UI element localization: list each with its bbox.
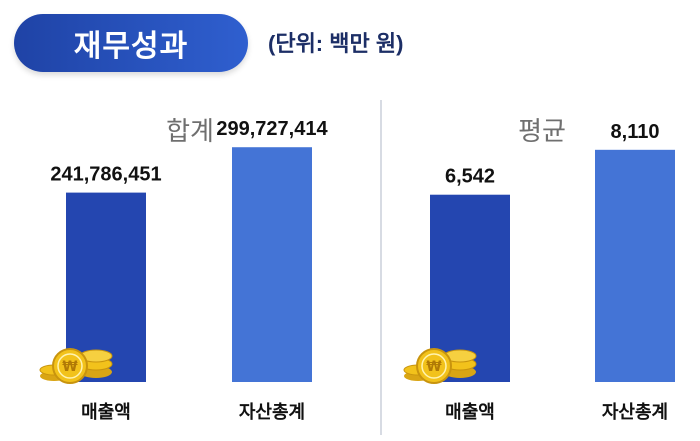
category-label-0-0: 매출액 (81, 402, 131, 422)
bar-0-0 (66, 192, 146, 382)
value-label-1-0: 6,542 (445, 166, 495, 188)
panel-title-1: 평균 (518, 116, 566, 146)
svg-text:₩: ₩ (62, 359, 78, 375)
coin-stack-icon: ₩ (403, 348, 477, 384)
value-label-1-1: 8,110 (611, 121, 660, 143)
svg-text:₩: ₩ (426, 359, 442, 375)
section-title: 재무성과 (73, 30, 189, 63)
panel-title-0: 합계 (166, 116, 214, 146)
category-label-0-1: 자산총계 (239, 402, 305, 422)
category-label-1-0: 매출액 (445, 402, 495, 422)
unit-note: (단위: 백만 원) (268, 31, 404, 56)
category-label-1-1: 자산총계 (602, 402, 668, 422)
bar-0-1 (232, 147, 312, 382)
bar-1-1 (595, 149, 675, 382)
value-label-0-0: 241,786,451 (50, 164, 161, 186)
value-label-0-1: 299,727,414 (216, 118, 328, 140)
header-badge: 재무성과 (14, 14, 248, 72)
coin-stack-icon: ₩ (39, 348, 113, 384)
